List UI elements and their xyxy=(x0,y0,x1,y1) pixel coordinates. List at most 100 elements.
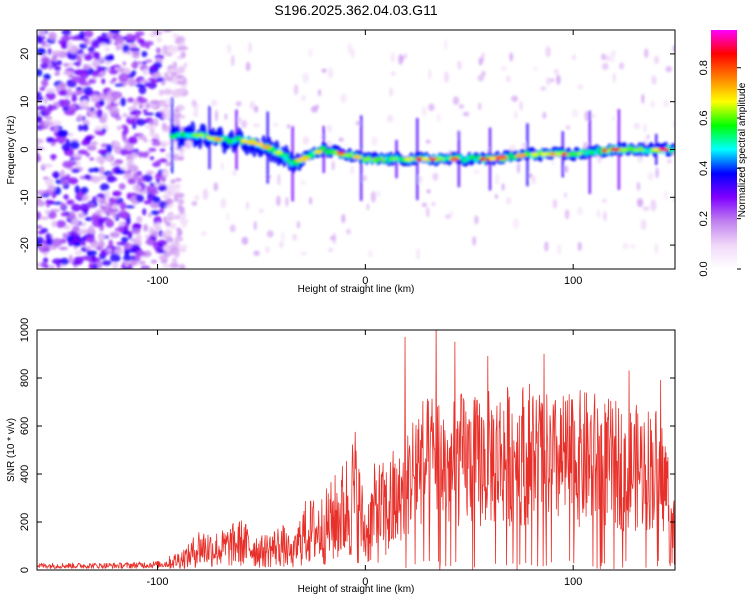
spectrogram-faint-blob xyxy=(375,191,381,197)
spectrogram-hot-spot xyxy=(567,152,580,157)
spectrogram-noise-blob xyxy=(147,81,157,90)
spectrogram-noise-blob xyxy=(40,261,47,268)
spectrogram-faint-blob xyxy=(654,243,659,254)
spectrogram-faint-blob xyxy=(650,199,657,212)
spectrogram-noise-blob xyxy=(143,200,152,205)
spectrogram-noise-blob xyxy=(110,162,121,167)
spectrogram-noise-blob xyxy=(112,77,117,82)
spectrogram-faint-blob xyxy=(317,89,322,97)
spectrogram-noise-blob xyxy=(81,139,91,146)
spectrogram-y-label: Frequency (Hz) xyxy=(6,116,17,185)
spectrogram-noise-blob xyxy=(118,221,126,227)
spectrogram-faint-blob xyxy=(386,114,394,123)
spectrogram-noise-blob xyxy=(105,47,110,52)
spectrogram-noise-blob xyxy=(120,149,129,156)
spectrogram-faint-blob xyxy=(584,110,590,122)
spectrogram-noise-blob xyxy=(115,45,122,51)
spectrogram-faint-blob xyxy=(530,175,537,185)
spectrogram-noise-blob xyxy=(131,227,141,235)
spectrogram-hot-spot xyxy=(240,138,247,143)
spectrogram-noise-blob xyxy=(37,196,42,203)
spectrogram-faint-blob xyxy=(226,211,230,221)
spectrogram-faint-blob xyxy=(642,206,650,212)
spectrogram-hot-spot xyxy=(601,148,608,153)
spectrogram-noise-blob xyxy=(71,154,83,158)
spectrogram-x-tick-label: 0 xyxy=(362,275,368,287)
spectrogram-noise-blob xyxy=(51,120,62,126)
spectrogram-noise-blob xyxy=(86,145,97,151)
spectrogram-noise-blob xyxy=(123,249,130,257)
spectrogram-noise-blob xyxy=(138,85,147,95)
spectrogram-faint-blob xyxy=(286,124,291,129)
spectrogram-noise-blob xyxy=(169,223,177,229)
spectrogram-noise-blob xyxy=(128,115,135,119)
spectrogram-faint-blob xyxy=(211,99,218,107)
spectrogram-noise-blob xyxy=(79,30,86,39)
spectrogram-faint-blob xyxy=(601,198,608,204)
spectrogram-noise-blob xyxy=(150,210,160,216)
spectrogram-faint-blob xyxy=(478,57,483,66)
spectrogram-noise-blob xyxy=(71,168,81,173)
spectrogram-faint-blob xyxy=(564,209,570,220)
spectrogram-faint-blob xyxy=(183,62,188,68)
spectrogram-noise-blob xyxy=(67,52,78,61)
spectrogram-faint-blob xyxy=(421,106,427,117)
colorbar-fill xyxy=(711,30,737,269)
spectrogram-noise-blob xyxy=(156,77,164,83)
spectrogram-faint-blob xyxy=(293,84,299,96)
spectrogram-faint-blob xyxy=(390,52,396,63)
spectrogram-noise-blob xyxy=(84,174,91,180)
spectrogram-faint-blob xyxy=(612,72,616,83)
spectrogram-hot-spot xyxy=(352,155,362,159)
colorbar-label: Normalized spectral amplitude xyxy=(737,82,748,217)
spectrogram-noise-blob xyxy=(51,154,56,161)
spectrogram-faint-blob xyxy=(605,55,611,62)
spectrogram-noise-blob xyxy=(163,88,173,95)
spectrogram-noise-blob xyxy=(46,237,54,246)
spectrogram-faint-blob xyxy=(253,105,259,113)
spectrogram-noise-blob xyxy=(60,202,66,210)
spectrogram-faint-blob xyxy=(421,202,428,208)
spectrogram-noise-blob xyxy=(119,201,127,211)
spectrogram-noise-blob xyxy=(152,230,159,237)
spectrogram-noise-blob xyxy=(91,72,98,77)
spectrogram-faint-blob xyxy=(603,210,607,222)
spectrogram-noise-blob xyxy=(123,242,133,249)
spectrogram-faint-blob xyxy=(622,242,629,250)
spectrogram-noise-blob xyxy=(61,30,71,36)
spectrogram-faint-blob xyxy=(366,203,370,211)
spectrogram-faint-blob xyxy=(328,67,334,79)
spectrogram-faint-blob xyxy=(551,160,555,167)
spectrogram-faint-blob xyxy=(302,136,310,145)
spectrogram-faint-blob xyxy=(642,123,647,133)
spectrogram-noise-blob xyxy=(53,201,63,205)
spectrogram-noise-blob xyxy=(127,177,137,185)
spectrogram-noise-blob xyxy=(98,43,108,47)
spectrogram-faint-blob xyxy=(457,60,462,71)
spectrogram-noise-blob xyxy=(161,232,167,238)
spectrogram-ridge-core xyxy=(598,150,604,156)
spectrogram-faint-blob xyxy=(309,196,313,205)
spectrogram-noise-blob xyxy=(138,260,146,266)
spectrogram-faint-blob xyxy=(544,45,551,58)
spectrogram-noise-blob xyxy=(72,76,83,83)
spectrogram-noise-blob xyxy=(37,236,44,245)
spectrogram-noise-blob xyxy=(165,98,172,103)
spectrogram-faint-blob xyxy=(232,170,238,176)
colorbar-ticks: 0.0 0.2 0.4 0.6 0.8 xyxy=(698,60,741,277)
spectrogram-noise-blob xyxy=(124,260,130,268)
spectrogram-faint-blob xyxy=(425,207,430,218)
spectrogram-noise-blob xyxy=(112,141,121,148)
spectrogram-noise-blob xyxy=(147,212,153,218)
spectrogram-noise-blob xyxy=(180,221,188,228)
spectrogram-noise-blob xyxy=(84,30,94,38)
spectrogram-faint-blob xyxy=(200,230,207,236)
spectrogram-noise-blob xyxy=(177,244,186,253)
spectrogram-noise-blob xyxy=(109,253,121,263)
spectrogram-x-label: Height of straight line (km) xyxy=(298,284,415,295)
spectrogram-faint-blob xyxy=(505,197,512,205)
spectrogram-noise-blob xyxy=(48,264,55,269)
spectrogram-noise-blob xyxy=(112,191,121,197)
spectrogram-faint-blob xyxy=(513,110,518,120)
spectrogram-noise-blob xyxy=(80,82,91,86)
